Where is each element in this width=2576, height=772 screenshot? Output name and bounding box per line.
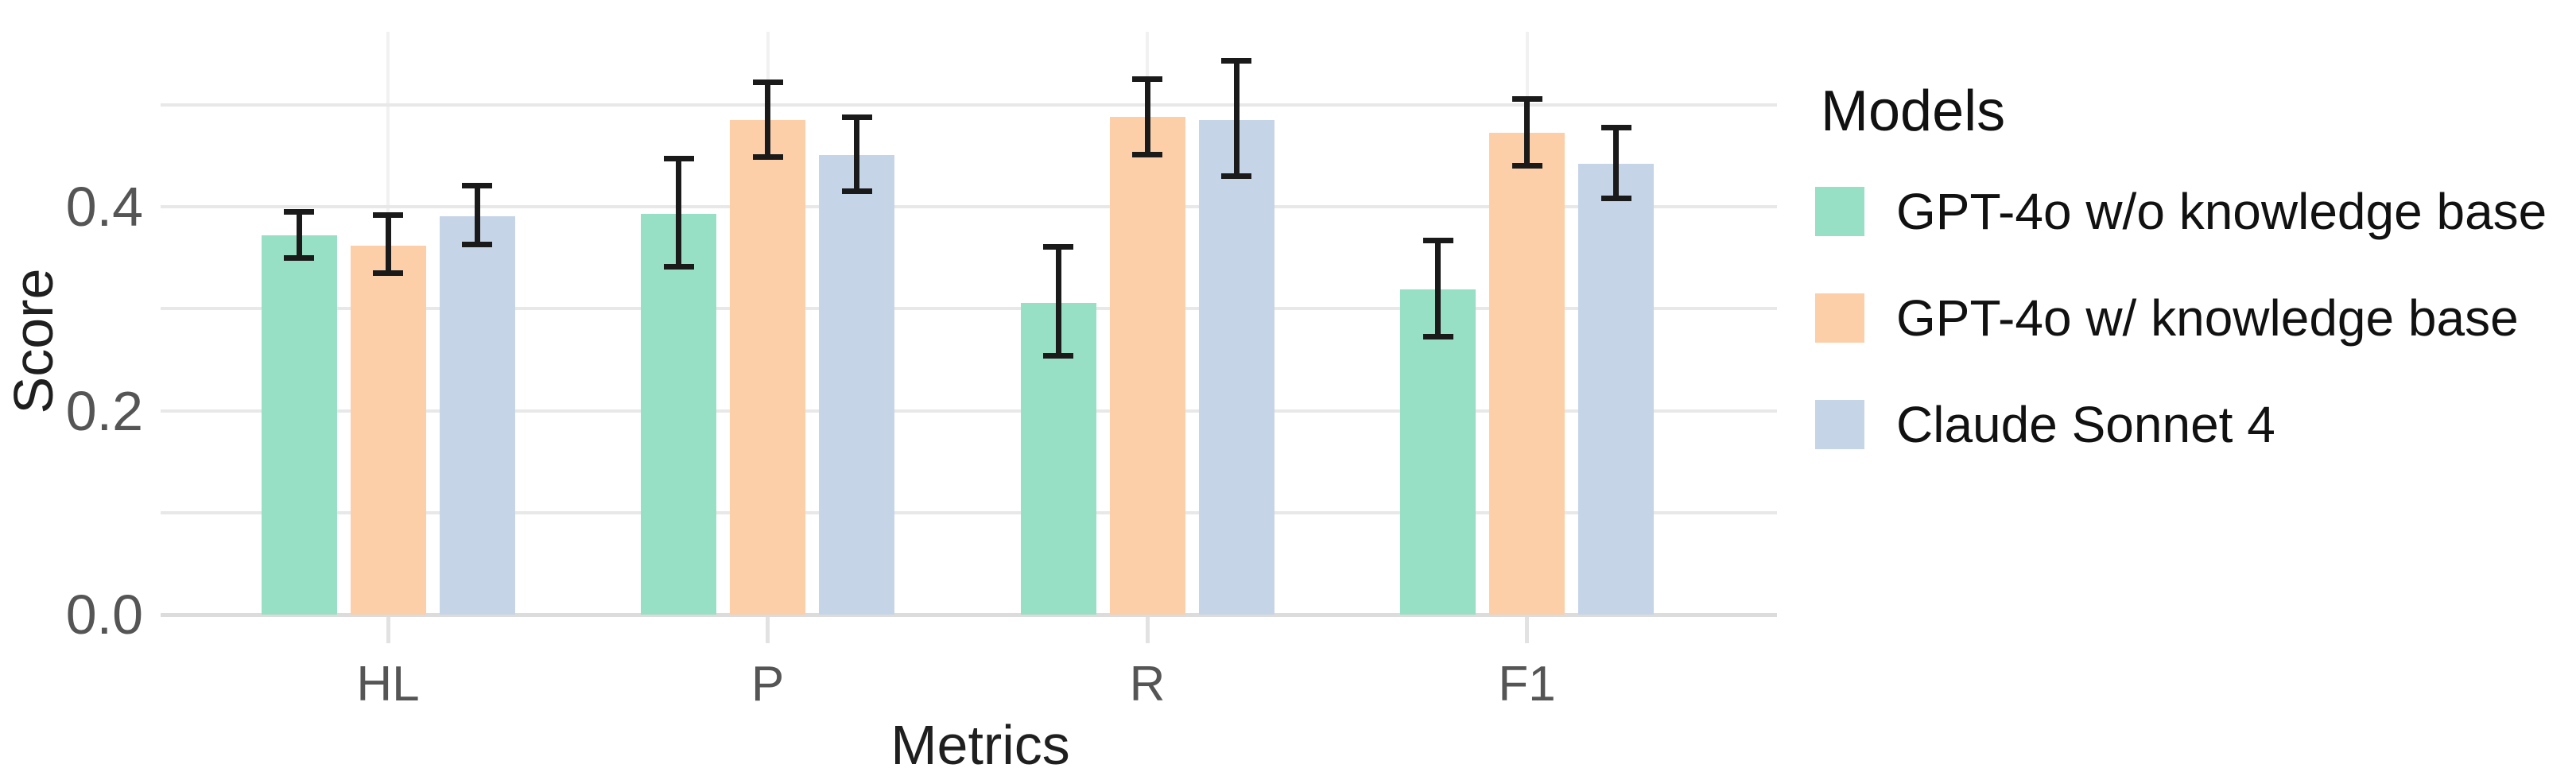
error-bar-cap bbox=[462, 242, 492, 248]
error-bar-cap bbox=[1600, 196, 1631, 202]
error-bar-stem bbox=[1055, 246, 1061, 356]
error-bar-cap bbox=[1043, 243, 1073, 250]
error-bar-cap bbox=[1422, 333, 1453, 339]
error-bar-cap bbox=[663, 156, 694, 162]
error-bar-stem bbox=[676, 158, 681, 267]
y-tick-label: 0.2 bbox=[65, 379, 143, 442]
error-bar-cap bbox=[462, 182, 492, 188]
legend-item: GPT-4o w/o knowledge base bbox=[1815, 183, 2547, 240]
horizontal-gridline bbox=[161, 103, 1777, 107]
error-bar-stem bbox=[385, 215, 391, 273]
bar-HL-series1 bbox=[350, 245, 426, 615]
legend-item: GPT-4o w/ knowledge base bbox=[1815, 293, 2519, 343]
error-bar-cap bbox=[1221, 58, 1251, 64]
bar-F1-series1 bbox=[1489, 132, 1565, 615]
error-bar-stem bbox=[1435, 240, 1441, 336]
legend-swatch-claude-sonnet-4 bbox=[1815, 400, 1864, 449]
error-bar-cap bbox=[1511, 163, 1542, 169]
y-axis-title: Score bbox=[2, 268, 64, 414]
legend-label: GPT-4o w/o knowledge base bbox=[1896, 183, 2547, 240]
error-bar-cap bbox=[663, 264, 694, 270]
error-bar-stem bbox=[1613, 127, 1619, 199]
error-bar-stem bbox=[474, 185, 480, 245]
error-bar-cap bbox=[1132, 76, 1162, 83]
error-bar-cap bbox=[373, 211, 403, 218]
legend-label: Claude Sonnet 4 bbox=[1896, 396, 2275, 453]
legend-swatch-gpt4o-w-kb bbox=[1815, 293, 1864, 343]
error-bar-stem bbox=[1524, 99, 1530, 166]
error-bar-stem bbox=[765, 82, 770, 157]
legend-title: Models bbox=[1821, 80, 2006, 143]
x-tick-label: P bbox=[751, 657, 785, 712]
error-bar-stem bbox=[1233, 60, 1240, 177]
x-tick-mark bbox=[766, 615, 770, 643]
error-bar-cap bbox=[1043, 352, 1073, 359]
horizontal-gridline bbox=[161, 409, 1777, 413]
y-tick-label: 0.4 bbox=[65, 176, 143, 239]
error-bar-cap bbox=[284, 209, 314, 215]
error-bar-stem bbox=[854, 117, 859, 192]
x-tick-label: HL bbox=[356, 657, 420, 712]
bar-R-series1 bbox=[1109, 117, 1185, 615]
error-bar-cap bbox=[841, 114, 872, 120]
x-tick-mark bbox=[386, 615, 390, 643]
error-bar-cap bbox=[1221, 173, 1251, 180]
horizontal-gridline bbox=[161, 307, 1777, 311]
x-axis-line bbox=[161, 613, 1777, 617]
error-bar-cap bbox=[373, 270, 403, 277]
error-bar-cap bbox=[1422, 238, 1453, 243]
error-bar-cap bbox=[1511, 95, 1542, 102]
error-bar-stem bbox=[1144, 79, 1150, 155]
bar-HL-series2 bbox=[439, 215, 515, 615]
horizontal-gridline bbox=[161, 205, 1777, 209]
error-bar-cap bbox=[752, 153, 783, 160]
y-tick-label: 0.0 bbox=[65, 584, 143, 646]
error-bar-cap bbox=[841, 188, 872, 195]
bar-F1-series2 bbox=[1578, 164, 1654, 615]
bar-P-series0 bbox=[641, 214, 716, 615]
bar-R-series2 bbox=[1198, 120, 1274, 615]
bar-F1-series0 bbox=[1400, 289, 1476, 615]
x-tick-label: R bbox=[1129, 657, 1166, 712]
error-bar-cap bbox=[284, 254, 314, 261]
legend-label: GPT-4o w/ knowledge base bbox=[1896, 289, 2519, 347]
x-tick-mark bbox=[1525, 615, 1529, 643]
bar-P-series2 bbox=[819, 154, 894, 615]
bar-P-series1 bbox=[730, 120, 805, 615]
x-tick-label: F1 bbox=[1498, 657, 1556, 712]
error-bar-stem bbox=[296, 211, 302, 258]
legend-swatch-gpt4o-wo-kb bbox=[1815, 187, 1864, 236]
bar-HL-series0 bbox=[261, 235, 337, 615]
error-bar-cap bbox=[1600, 124, 1631, 130]
x-axis-title: Metrics bbox=[890, 714, 1070, 772]
horizontal-gridline bbox=[161, 510, 1777, 514]
x-tick-mark bbox=[1145, 615, 1150, 643]
legend-item: Claude Sonnet 4 bbox=[1815, 396, 2275, 453]
error-bar-cap bbox=[752, 80, 783, 86]
error-bar-cap bbox=[1132, 152, 1162, 158]
